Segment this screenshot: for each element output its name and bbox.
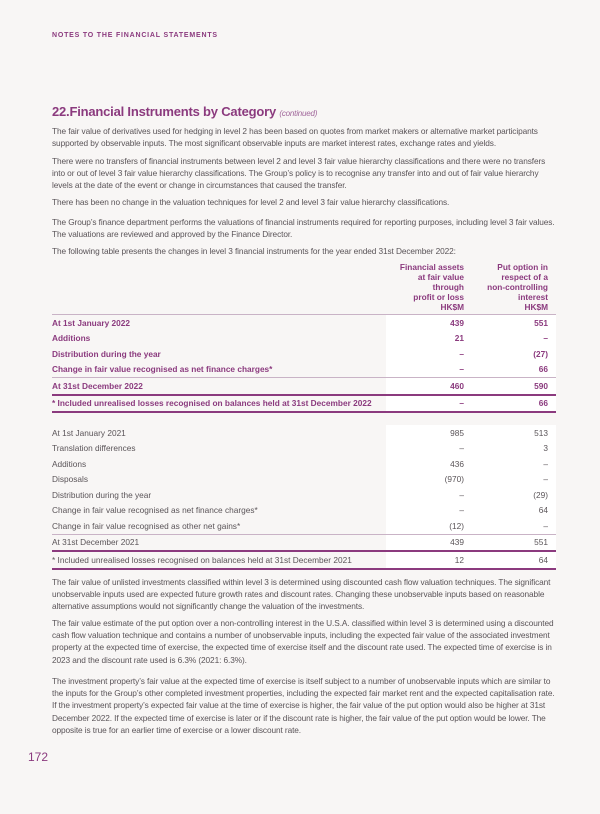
table-row: Change in fair value recognised as net f… xyxy=(52,502,556,518)
cell-value: – xyxy=(468,471,556,487)
paragraph: The fair value of derivatives used for h… xyxy=(52,126,538,149)
cell-value: 460 xyxy=(386,377,468,396)
table-row: Change in fair value recognised as other… xyxy=(52,518,556,534)
row-label: At 1st January 2021 xyxy=(52,427,126,438)
row-label: At 31st December 2021 xyxy=(52,533,386,552)
cell-value: 439 xyxy=(386,314,468,331)
cell-value: 590 xyxy=(468,377,556,396)
header-line: Put option in xyxy=(497,262,548,272)
level3-table-2021: At 1st January 2021 985 513 Translation dif… xyxy=(52,425,556,570)
column-header-financial-assets: Financial assets at fair value through p… xyxy=(386,262,468,315)
row-label: Translation differences xyxy=(52,443,136,454)
cell-value: 66 xyxy=(468,361,556,378)
header-line: HK$M xyxy=(524,302,548,312)
cell-value: 551 xyxy=(468,533,556,552)
table-row: At 1st January 2021 985 513 xyxy=(52,425,556,441)
table-row: At 31st December 2021 439 551 xyxy=(52,533,556,552)
header-line: respect of a xyxy=(501,272,548,282)
table-row: Change in fair value recognised as net f… xyxy=(52,361,556,378)
row-label: Additions xyxy=(52,458,87,469)
level3-table-2022: Financial assets at fair value through p… xyxy=(52,262,556,413)
cell-value: – xyxy=(386,440,468,456)
row-label-header xyxy=(52,262,386,315)
header-line: non-controlling xyxy=(487,282,548,292)
paragraph: There has been no change in the valuatio… xyxy=(52,197,450,207)
continued-label: (continued) xyxy=(279,109,318,118)
cell-value: 21 xyxy=(386,330,468,346)
cell-value: – xyxy=(386,502,468,518)
cell-value: 985 xyxy=(386,425,468,441)
cell-value: (970) xyxy=(386,471,468,487)
header-line: profit or loss xyxy=(413,292,464,302)
row-label: Disposals xyxy=(52,474,88,485)
running-header: NOTES TO THE FINANCIAL STATEMENTS xyxy=(52,32,218,39)
row-label: * Included unrealised losses recognised … xyxy=(52,394,386,413)
table-row: At 1st January 2022 439 551 xyxy=(52,314,556,331)
row-label: Change in fair value recognised as other… xyxy=(52,520,241,531)
section-title-text: 22.Financial Instruments by Category xyxy=(52,104,276,119)
row-label: Change in fair value recognised as net f… xyxy=(52,505,258,516)
cell-value: 64 xyxy=(468,551,556,570)
row-label: At 31st December 2022 xyxy=(52,377,386,396)
paragraph: The fair value estimate of the put optio… xyxy=(52,618,554,665)
cell-value: – xyxy=(386,487,468,503)
row-label: Distribution during the year xyxy=(52,489,152,500)
cell-value: 439 xyxy=(386,533,468,552)
header-line: interest xyxy=(518,292,548,302)
cell-value: 12 xyxy=(386,551,468,570)
table-row: Distribution during the year – (29) xyxy=(52,487,556,503)
row-label: * Included unrealised losses recognised … xyxy=(52,551,386,570)
cell-value: 3 xyxy=(468,440,556,456)
cell-value: – xyxy=(386,346,468,362)
page-number: 172 xyxy=(28,750,49,764)
cell-value: – xyxy=(468,330,556,346)
row-label: Change in fair value recognised as net f… xyxy=(52,364,273,375)
paragraph: There were no transfers of financial ins… xyxy=(52,156,546,191)
header-line: Financial assets xyxy=(399,262,464,272)
cell-value: (12) xyxy=(386,518,468,534)
paragraph: The fair value of unlisted investments c… xyxy=(52,577,551,612)
table-row: Additions 21– xyxy=(52,330,556,346)
header-line: HK$M xyxy=(440,302,464,312)
row-label: Distribution during the year xyxy=(52,348,161,359)
paragraph: The Group’s finance department performs … xyxy=(52,217,555,240)
row-label: At 1st January 2022 xyxy=(52,314,386,331)
table-row: Additions 436– xyxy=(52,456,556,472)
cell-value: – xyxy=(386,361,468,378)
table-row: Distribution during the year – (27) xyxy=(52,346,556,362)
column-header-put-option: Put option in respect of a non-controlli… xyxy=(468,262,556,315)
paragraph: The following table presents the changes… xyxy=(52,246,456,256)
cell-value: 66 xyxy=(468,394,556,413)
cell-value: 436 xyxy=(386,456,468,472)
cell-value: 64 xyxy=(468,502,556,518)
cell-value: (29) xyxy=(468,487,556,503)
cell-value: 513 xyxy=(468,425,556,441)
table-row: * Included unrealised losses recognised … xyxy=(52,394,556,413)
cell-value: (27) xyxy=(468,346,556,362)
header-line: through xyxy=(432,282,464,292)
cell-value: – xyxy=(386,394,468,413)
row-label: Additions xyxy=(52,333,91,344)
cell-value: – xyxy=(468,518,556,534)
cell-value: – xyxy=(468,456,556,472)
section-title: 22.Financial Instruments by Category (co… xyxy=(52,104,317,119)
header-line: at fair value xyxy=(417,272,464,282)
paragraph: The investment property’s fair value at … xyxy=(52,676,555,735)
table-row: * Included unrealised losses recognised … xyxy=(52,551,556,570)
cell-value: 551 xyxy=(468,314,556,331)
table-row: Disposals (970) – xyxy=(52,471,556,487)
table-row: Translation differences –3 xyxy=(52,440,556,456)
table-row: At 31st December 2022 460 590 xyxy=(52,377,556,396)
